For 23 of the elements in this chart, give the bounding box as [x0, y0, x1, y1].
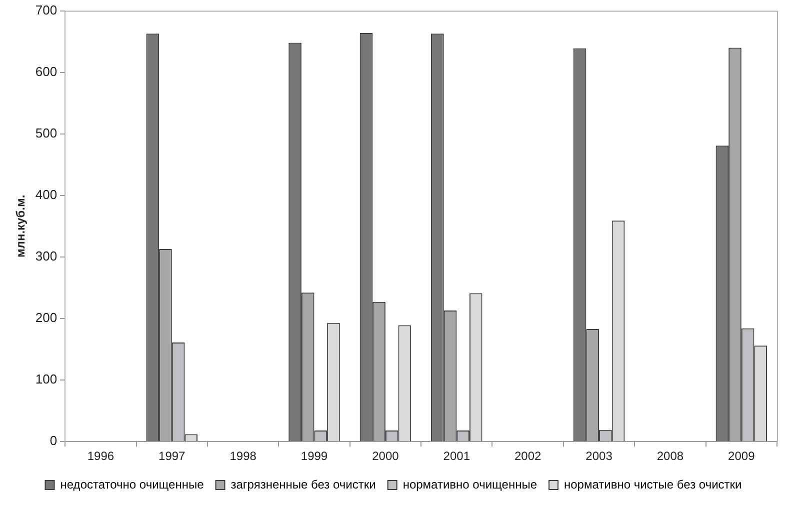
- legend-label: загрязненные без очистки: [230, 477, 376, 492]
- y-tick-label: 300: [35, 248, 58, 264]
- x-tick-label: 2003: [586, 449, 613, 464]
- x-tick-label: 2008: [656, 449, 684, 464]
- legend-label: нормативно чистые без очистки: [564, 477, 742, 492]
- x-tick-label: 2000: [372, 449, 400, 464]
- y-tick-label: 500: [35, 125, 58, 140]
- x-tick-label: 2009: [728, 449, 756, 464]
- x-tick-label: 2001: [443, 449, 470, 464]
- x-tick-label: 1996: [87, 449, 114, 464]
- x-tick-label: 1997: [158, 449, 186, 464]
- x-tick-label: 1998: [230, 449, 257, 464]
- legend-label: недостаточно очищенные: [60, 477, 204, 492]
- x-tick-label: 2002: [514, 449, 542, 464]
- x-tick-label: 1999: [300, 449, 328, 464]
- y-tick-label: 0: [50, 433, 58, 448]
- y-tick-label: 600: [35, 64, 58, 79]
- y-tick-label: 700: [35, 2, 58, 18]
- legend-label: нормативно очищенные: [402, 477, 538, 492]
- y-tick-label: 400: [35, 187, 58, 202]
- y-tick-label: 200: [35, 310, 58, 326]
- y-tick-label: 100: [35, 372, 58, 387]
- y-axis-title: млн.куб.м.: [14, 194, 28, 258]
